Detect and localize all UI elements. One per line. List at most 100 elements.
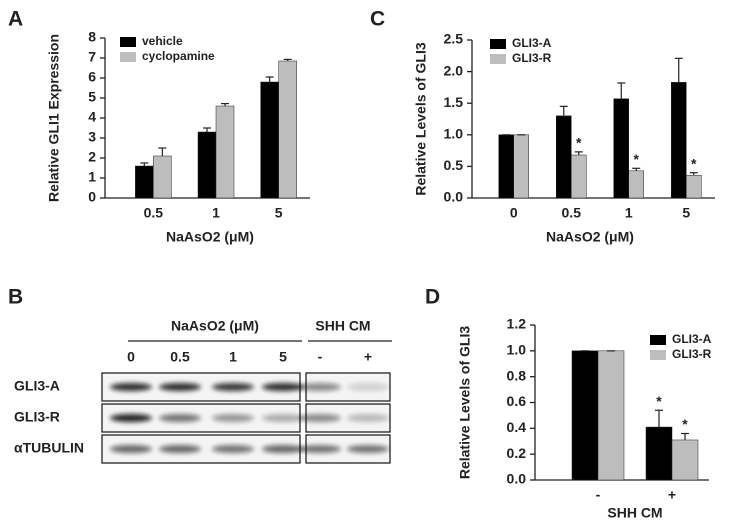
band: [262, 445, 304, 453]
y-tick-label: 2.0: [444, 62, 464, 78]
lane-label: 1: [229, 349, 237, 365]
y-tick-label: 0.0: [444, 189, 464, 205]
significance-marker: *: [634, 151, 640, 167]
band: [159, 445, 201, 453]
legend-swatch: [490, 39, 506, 49]
band: [262, 414, 304, 422]
x-axis-title: NaAsO2 (μM): [166, 229, 254, 245]
band: [347, 383, 389, 391]
x-tick-label: 0: [510, 205, 518, 221]
bar: [278, 60, 297, 199]
lane-label: +: [364, 349, 372, 365]
bar: [645, 426, 673, 481]
band: [299, 383, 341, 391]
y-tick-label: 1.0: [507, 342, 527, 358]
legend-label: vehicle: [142, 34, 183, 48]
legend-label: GLI3-A: [512, 36, 552, 50]
legend-swatch: [120, 52, 136, 62]
y-tick-label: 0.5: [444, 157, 464, 173]
y-tick-label: 1: [88, 169, 96, 185]
bar: [671, 439, 699, 481]
bar: [135, 165, 154, 199]
y-tick-label: 5: [88, 89, 96, 105]
band: [110, 414, 152, 422]
x-tick-label: 5: [275, 205, 283, 221]
y-tick-label: 0: [88, 189, 96, 205]
x-tick-label: 1: [212, 205, 220, 221]
band: [212, 383, 254, 391]
y-axis-title: Relative Levels of GLI3: [413, 42, 429, 195]
bar: [260, 81, 279, 199]
band: [262, 383, 304, 391]
band: [347, 445, 389, 453]
bar: [197, 131, 217, 199]
y-axis-title: Relative GLI1 Expression: [46, 34, 62, 202]
panel-label: C: [370, 8, 385, 31]
y-tick-label: 2.5: [444, 31, 464, 47]
x-tick-label: 1: [625, 205, 633, 221]
group-label: NaAsO2 (μM): [171, 318, 259, 334]
row-label: GLI3-A: [14, 378, 60, 394]
x-tick-label: 0.5: [144, 205, 164, 221]
y-tick-label: 0.8: [507, 367, 527, 383]
legend-label: GLI3-A: [672, 332, 712, 346]
band: [212, 445, 254, 453]
legend-swatch: [650, 335, 666, 345]
x-tick-label: 5: [682, 205, 690, 221]
x-tick-label: 0.5: [562, 205, 582, 221]
y-tick-label: 0.2: [507, 445, 527, 461]
bar: [597, 350, 625, 481]
y-axis-title: Relative Levels of GLI3: [457, 326, 473, 479]
significance-marker: *: [691, 155, 697, 171]
y-tick-label: 1.2: [507, 316, 527, 332]
lane-label: 5: [279, 349, 287, 365]
significance-marker: *: [576, 135, 582, 151]
y-tick-label: 1.0: [444, 126, 464, 142]
y-tick-label: 3: [88, 129, 96, 145]
y-tick-label: 0.4: [507, 419, 527, 435]
row-label: αTUBULIN: [14, 440, 84, 456]
bar: [215, 105, 235, 199]
lane-label: 0: [127, 349, 135, 365]
bar: [686, 174, 702, 199]
band: [212, 414, 254, 422]
x-axis-title: SHH CM: [607, 505, 662, 521]
legend-label: GLI3-R: [512, 51, 552, 65]
band: [159, 414, 201, 422]
legend-label: cyclopamine: [142, 49, 215, 63]
y-tick-label: 8: [88, 29, 96, 45]
y-tick-label: 2: [88, 149, 96, 165]
x-axis-title: NaAsO2 (μM): [546, 229, 634, 245]
significance-marker: *: [656, 393, 662, 409]
y-tick-label: 1.5: [444, 94, 464, 110]
y-tick-label: 4: [88, 109, 96, 125]
group-label: SHH CM: [315, 318, 370, 334]
legend-swatch: [490, 54, 506, 64]
row-label: GLI3-R: [14, 409, 60, 425]
y-tick-label: 0.0: [507, 471, 527, 487]
y-tick-label: 6: [88, 69, 96, 85]
bar: [513, 134, 529, 199]
bar: [571, 154, 587, 199]
bar: [613, 98, 629, 199]
panel-label: D: [425, 286, 440, 309]
lane-label: -: [318, 349, 323, 365]
y-tick-label: 7: [88, 49, 96, 65]
y-tick-label: 0.6: [507, 393, 527, 409]
bar: [498, 134, 514, 199]
legend-swatch: [650, 350, 666, 360]
band: [110, 445, 152, 453]
band: [110, 383, 152, 391]
band: [347, 414, 389, 422]
x-tick-label: -: [596, 487, 601, 503]
significance-marker: *: [682, 416, 688, 432]
bar: [628, 170, 644, 199]
band: [299, 445, 341, 453]
band: [299, 414, 341, 422]
bar: [153, 155, 172, 199]
x-tick-label: +: [668, 487, 676, 503]
panel-label: A: [8, 8, 23, 31]
legend-swatch: [120, 37, 136, 47]
band: [159, 383, 201, 391]
